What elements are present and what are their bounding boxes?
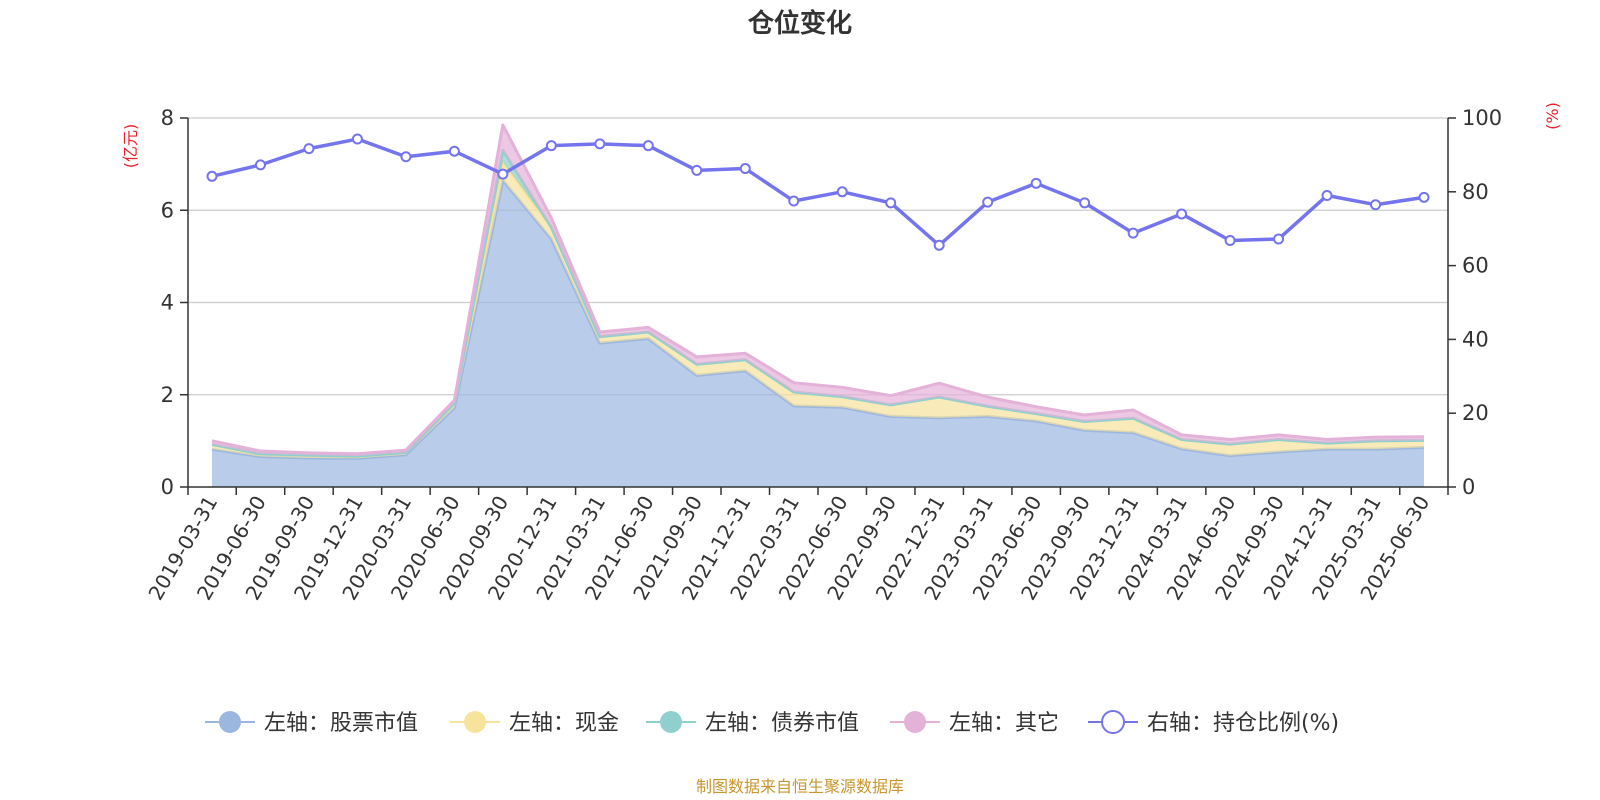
legend-label: 左轴：股票市值	[264, 711, 418, 736]
left-axis-tick-label: 4	[161, 291, 174, 315]
position-ratio-point	[303, 143, 315, 155]
left-axis-tick-label: 6	[161, 198, 174, 222]
position-ratio-point	[739, 163, 751, 175]
legend-label: 左轴：现金	[509, 711, 619, 736]
position-ratio-point	[1370, 199, 1382, 211]
right-axis-tick-label: 40	[1462, 327, 1489, 351]
position-ratio-point	[594, 138, 606, 150]
position-ratio-point	[885, 197, 897, 209]
right-axis-tick-label: 60	[1462, 254, 1489, 278]
legend-item[interactable]: 左轴：债券市值	[646, 711, 859, 736]
left-axis-tick-label: 0	[161, 475, 174, 499]
area-series-1	[212, 161, 1424, 459]
position-ratio-point	[1273, 233, 1285, 245]
position-ratio-point	[1030, 177, 1042, 189]
position-ratio-point	[1127, 227, 1139, 239]
data-source-note: 制图数据来自恒生聚源数据库	[696, 777, 904, 796]
position-ratio-point	[545, 140, 557, 152]
legend-item[interactable]: 右轴：持仓比例(%)	[1088, 710, 1339, 736]
legend[interactable]: 左轴：股票市值 左轴：现金 左轴：债券市值 左轴：其它 右轴：持仓比例(%)	[205, 710, 1339, 736]
legend-label: 左轴：其它	[949, 711, 1059, 736]
position-ratio-point	[351, 133, 363, 145]
position-ratio-point	[400, 151, 412, 163]
left-axis-tick-label: 8	[161, 106, 174, 130]
left-axis-unit: (亿元)	[121, 124, 140, 169]
position-ratio-point	[206, 170, 218, 182]
axes: 024680204060801002019-03-312019-06-30201…	[143, 106, 1502, 604]
legend-marker	[464, 711, 486, 733]
right-axis-tick-label: 0	[1462, 475, 1475, 499]
position-ratio-point	[642, 140, 654, 152]
legend-item[interactable]: 左轴：股票市值	[205, 711, 418, 736]
position-ratio-point	[448, 145, 460, 157]
stacked-areas	[211, 123, 1425, 488]
legend-marker	[1101, 710, 1125, 734]
right-axis-unit: (%)	[1543, 102, 1562, 130]
position-ratio-path	[211, 137, 1425, 248]
position-ratio-point	[1176, 208, 1188, 220]
position-ratio-point	[933, 239, 945, 251]
position-ratio-point	[836, 186, 848, 198]
right-axis-tick-label: 80	[1462, 180, 1489, 204]
position-ratio-point	[1224, 235, 1236, 247]
grid-lines	[188, 117, 1448, 396]
legend-label: 右轴：持仓比例(%)	[1147, 711, 1339, 736]
right-axis-tick-label: 20	[1462, 401, 1489, 425]
position-ratio-point	[497, 168, 509, 180]
right-axis-tick-label: 100	[1462, 106, 1502, 130]
area-series-3-edge	[211, 123, 1425, 456]
position-ratio-point	[1418, 191, 1430, 203]
position-ratio-line	[206, 133, 1430, 251]
position-ratio-point	[691, 164, 703, 176]
position-ratio-point	[1321, 189, 1333, 201]
legend-item[interactable]: 左轴：其它	[890, 711, 1059, 736]
legend-item[interactable]: 左轴：现金	[450, 711, 619, 736]
legend-marker	[219, 711, 241, 733]
legend-marker	[904, 711, 926, 733]
position-ratio-point	[982, 196, 994, 208]
chart-title: 仓位变化	[747, 8, 852, 39]
legend-label: 左轴：债券市值	[705, 711, 859, 736]
area-series-3	[212, 124, 1424, 457]
area-series-0	[212, 180, 1424, 488]
position-ratio-point	[254, 159, 266, 171]
position-ratio-point	[1079, 197, 1091, 209]
left-axis-tick-label: 2	[161, 383, 174, 407]
legend-marker	[660, 711, 682, 733]
position-ratio-point	[788, 195, 800, 207]
